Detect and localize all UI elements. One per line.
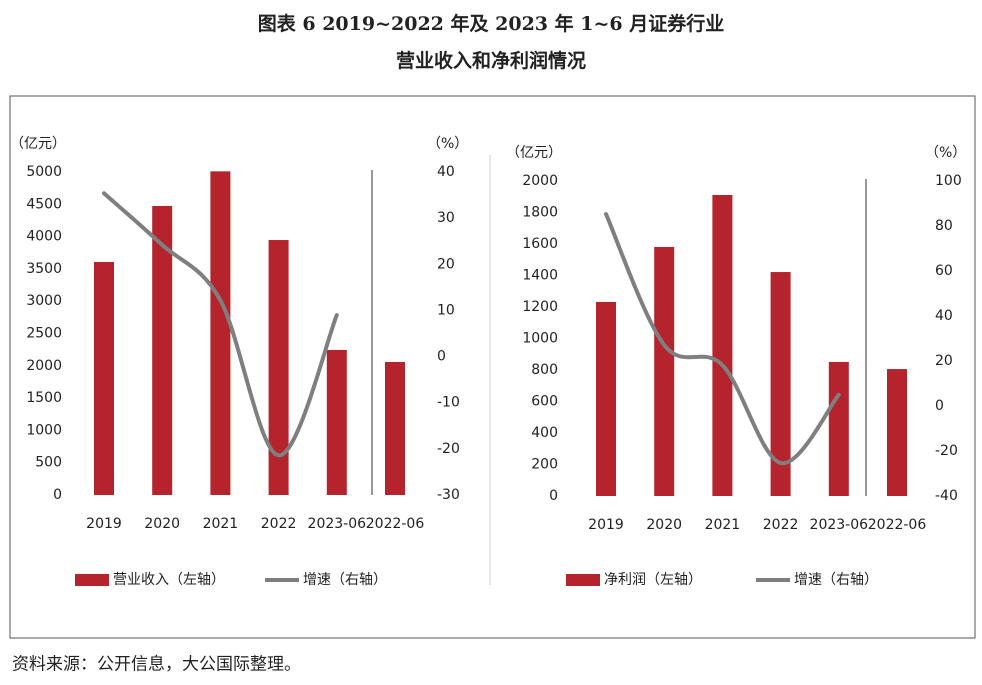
y-tick-label: 1200: [522, 299, 558, 315]
y2-tick-label: 40: [437, 164, 455, 180]
y-tick-label: 2000: [26, 358, 62, 374]
bar: [828, 361, 849, 496]
x-tick-label: 2021: [203, 516, 239, 532]
y2-tick-label: 60: [935, 263, 953, 279]
y2-tick-label: -20: [437, 441, 460, 457]
bar: [94, 261, 114, 495]
y2-tick-label: 20: [935, 353, 953, 369]
y-tick-label: 3000: [26, 293, 62, 309]
bar: [326, 349, 347, 495]
y-tick-label: 1500: [26, 390, 62, 406]
bar: [712, 195, 733, 496]
y-tick-label: 400: [531, 425, 558, 441]
y-tick-label: 0: [549, 488, 558, 504]
bar: [887, 369, 907, 496]
y-tick-label: 600: [531, 394, 558, 410]
x-tick-label: 2020: [646, 517, 682, 533]
y2-tick-label: -40: [935, 488, 958, 504]
bar: [385, 361, 405, 495]
legend-swatch: [75, 574, 109, 586]
y-tick-label: 1000: [26, 422, 62, 438]
y2-axis-label: （%）: [925, 145, 966, 161]
title-line: 营业收入和净利润情况: [396, 49, 586, 72]
y-tick-label: 4000: [26, 229, 62, 245]
y-tick-label: 1400: [522, 268, 558, 284]
title-line: 图表 6 2019~2022 年及 2023 年 1~6 月证券行业: [258, 12, 724, 35]
bar: [770, 272, 791, 496]
y-tick-label: 1800: [522, 205, 558, 221]
y2-tick-label: -20: [935, 443, 958, 459]
growth-line: [102, 191, 339, 458]
x-tick-label: 2020: [144, 516, 180, 532]
y-tick-label: 500: [35, 455, 62, 471]
y-tick-label: 800: [531, 362, 558, 378]
y2-tick-label: 10: [437, 302, 455, 318]
y-tick-label: 2000: [522, 173, 558, 189]
x-tick-label: 2022-06: [868, 517, 927, 533]
x-tick-label: 2023-06: [810, 517, 869, 533]
x-tick-label: 2023-06: [308, 516, 367, 532]
x-tick-label: 2019: [86, 516, 122, 532]
x-tick-label: 2019: [588, 517, 624, 533]
legend-label: 营业收入（左轴）: [113, 572, 225, 588]
bar: [654, 246, 675, 496]
y-tick-label: 4500: [26, 196, 62, 212]
y-tick-label: 3500: [26, 261, 62, 277]
y2-tick-label: 30: [437, 210, 455, 226]
y-tick-label: 200: [531, 457, 558, 473]
y-axis-label: （亿元）: [10, 136, 66, 152]
x-tick-label: 2022-06: [366, 516, 425, 532]
y2-axis-label: （%）: [427, 136, 468, 152]
y2-tick-label: 40: [935, 308, 953, 324]
legend-swatch: [566, 574, 600, 586]
y2-tick-label: 80: [935, 218, 953, 234]
y2-tick-label: 0: [437, 349, 446, 365]
y-tick-label: 5000: [26, 164, 62, 180]
legend-label: 增速（右轴）: [303, 572, 387, 588]
y2-tick-label: 0: [935, 398, 944, 414]
x-tick-label: 2022: [763, 517, 799, 533]
growth-line: [604, 212, 841, 465]
y-axis-label: （亿元）: [506, 145, 562, 161]
y2-tick-label: -30: [437, 487, 460, 503]
bar: [596, 301, 616, 496]
bar: [210, 171, 231, 495]
y2-tick-label: -10: [437, 395, 460, 411]
y2-tick-label: 100: [935, 173, 962, 189]
y-tick-label: 0: [53, 487, 62, 503]
legend-label: 增速（右轴）: [794, 572, 878, 588]
y-tick-label: 1000: [522, 331, 558, 347]
y2-tick-label: 20: [437, 256, 455, 272]
bar: [268, 240, 289, 495]
x-tick-label: 2021: [705, 517, 741, 533]
y-tick-label: 2500: [26, 326, 62, 342]
y-tick-label: 1600: [522, 236, 558, 252]
bar: [152, 205, 173, 495]
x-tick-label: 2022: [261, 516, 297, 532]
source: 资料来源：公开信息，大公国际整理。: [12, 655, 301, 675]
legend-label: 净利润（左轴）: [604, 572, 702, 588]
frame: [9, 95, 976, 639]
